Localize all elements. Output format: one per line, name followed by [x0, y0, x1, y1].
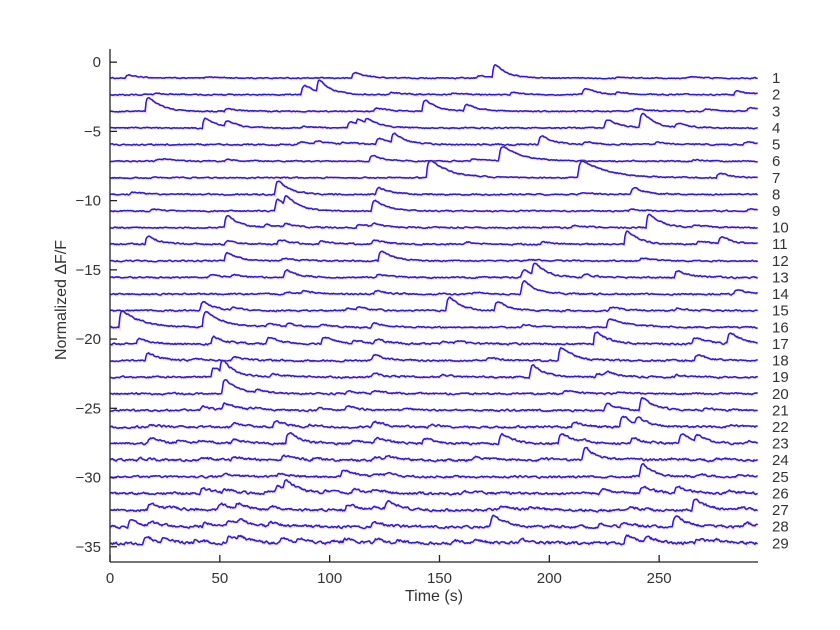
- trace-shadow-line: [109, 279, 759, 298]
- trace-line: [109, 112, 758, 130]
- trace-line: [110, 262, 758, 280]
- x-axis-title: Time (s): [404, 588, 464, 605]
- x-tick-label: 0: [106, 570, 114, 587]
- trace-number-label: 13: [772, 269, 789, 286]
- trace-line: [109, 159, 758, 180]
- trace-line: [109, 280, 758, 296]
- trace-line: [110, 195, 758, 213]
- trace-number-label: 24: [772, 452, 789, 469]
- trace-line: [110, 146, 758, 163]
- trace-number-label: 7: [772, 170, 780, 187]
- y-tick-label: −10: [76, 193, 101, 210]
- x-tick-label: 50: [211, 570, 228, 587]
- trace-number-label: 28: [772, 519, 789, 536]
- trace-number-label: 2: [772, 87, 780, 104]
- x-tick-label: 100: [317, 570, 342, 587]
- trace-number-label: 11: [772, 236, 788, 253]
- trace-number-label: 8: [772, 186, 780, 203]
- trace-line: [109, 180, 758, 197]
- y-axis-title: Normalized ΔF/F: [53, 239, 70, 361]
- trace-line: [110, 498, 758, 513]
- trace-line: [109, 347, 758, 363]
- trace-number-label: 10: [772, 220, 789, 237]
- trace-shadow-line: [109, 309, 759, 331]
- trace-shadow-line: [109, 414, 759, 431]
- trace-shadow-line: [110, 112, 760, 131]
- trace-number-label: 16: [772, 319, 789, 336]
- trace-number-label: 9: [772, 203, 780, 220]
- trace-shadow-line: [110, 431, 760, 448]
- trace-line: [109, 309, 758, 330]
- trace-number-label: 4: [772, 120, 780, 137]
- trace-line: [109, 534, 758, 546]
- trace-number-label: 19: [772, 369, 789, 386]
- trace-number-label: 22: [772, 419, 789, 436]
- y-tick-label: −15: [76, 262, 101, 279]
- trace-line: [110, 397, 758, 413]
- trace-line: [109, 432, 759, 446]
- trace-number-label: 6: [772, 153, 780, 170]
- y-tick-label: −35: [76, 539, 101, 556]
- x-tick-label: 200: [537, 570, 562, 587]
- trace-line: [109, 379, 758, 396]
- trace-line: [109, 463, 758, 479]
- trace-line: [109, 132, 758, 147]
- x-tick-label: 250: [647, 570, 672, 587]
- y-tick-label: −25: [76, 400, 101, 417]
- trace-number-label: 5: [772, 137, 780, 154]
- trace-number-label: 29: [772, 535, 789, 552]
- x-tick-label: 150: [427, 570, 452, 587]
- trace-number-label: 21: [772, 402, 789, 419]
- trace-number-label: 25: [772, 469, 789, 486]
- trace-line: [109, 479, 758, 496]
- trace-line: [109, 97, 758, 113]
- trace-line: [109, 296, 758, 313]
- trace-number-label: 26: [772, 485, 789, 502]
- trace-line: [109, 415, 758, 430]
- trace-number-label: 15: [772, 303, 789, 320]
- y-tick-label: −5: [84, 123, 101, 140]
- trace-line: [109, 64, 758, 80]
- trace-number-label: 17: [772, 336, 789, 353]
- trace-number-label: 3: [772, 103, 780, 120]
- y-tick-label: 0: [93, 54, 101, 71]
- trace-number-label: 27: [772, 502, 789, 519]
- trace-number-label: 18: [772, 353, 789, 370]
- y-tick-label: −20: [76, 331, 101, 348]
- trace-number-label: 1: [772, 70, 780, 87]
- trace-number-label: 14: [772, 286, 789, 303]
- trace-line: [109, 446, 759, 463]
- trace-line: [109, 359, 759, 380]
- trace-number-label: 12: [772, 253, 789, 270]
- trace-number-label: 20: [772, 386, 789, 403]
- trace-line: [109, 331, 758, 346]
- y-tick-label: −30: [76, 470, 101, 487]
- trace-line: [109, 79, 758, 97]
- trace-line: [109, 250, 759, 263]
- trace-line: [109, 514, 759, 530]
- trace-number-label: 23: [772, 436, 789, 453]
- trace-line: [109, 230, 758, 246]
- trace-line: [109, 213, 758, 230]
